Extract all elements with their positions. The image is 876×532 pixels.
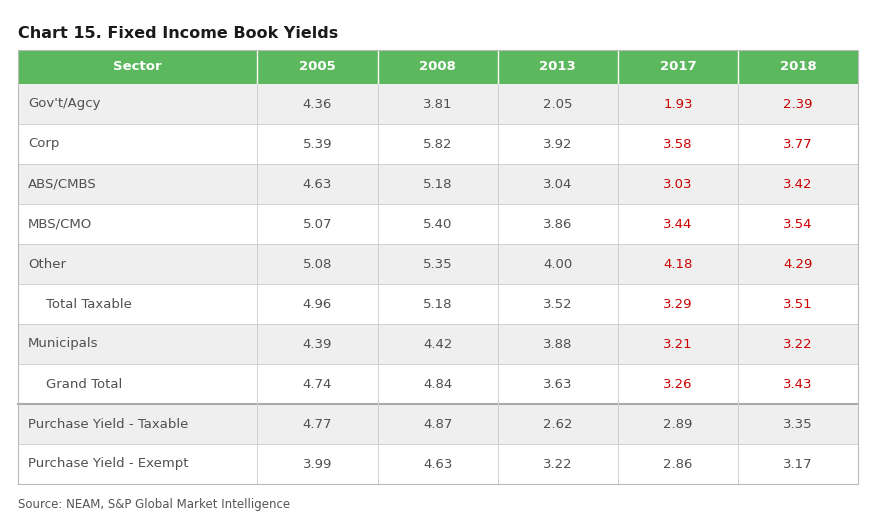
Text: Sector: Sector bbox=[113, 61, 162, 73]
Bar bbox=[18, 204, 858, 244]
Text: Other: Other bbox=[28, 257, 66, 270]
Text: 4.96: 4.96 bbox=[303, 297, 332, 311]
Text: 3.26: 3.26 bbox=[663, 378, 693, 390]
Text: 2017: 2017 bbox=[660, 61, 696, 73]
Text: 4.36: 4.36 bbox=[303, 97, 332, 111]
Text: 2008: 2008 bbox=[419, 61, 456, 73]
Text: 4.63: 4.63 bbox=[423, 458, 452, 470]
Text: 3.51: 3.51 bbox=[783, 297, 813, 311]
Text: 3.81: 3.81 bbox=[423, 97, 452, 111]
Bar bbox=[18, 50, 858, 84]
Text: 5.08: 5.08 bbox=[303, 257, 332, 270]
Text: 3.77: 3.77 bbox=[783, 137, 813, 151]
Bar bbox=[18, 244, 858, 284]
Text: MBS/CMO: MBS/CMO bbox=[28, 218, 92, 230]
Text: 3.21: 3.21 bbox=[663, 337, 693, 351]
Text: 3.92: 3.92 bbox=[543, 137, 572, 151]
Text: 5.40: 5.40 bbox=[423, 218, 452, 230]
Text: 4.42: 4.42 bbox=[423, 337, 452, 351]
Text: 2.05: 2.05 bbox=[543, 97, 572, 111]
Text: 3.35: 3.35 bbox=[783, 418, 813, 430]
Text: 2.39: 2.39 bbox=[783, 97, 813, 111]
Text: 2.89: 2.89 bbox=[663, 418, 693, 430]
Text: 3.54: 3.54 bbox=[783, 218, 813, 230]
Text: 3.58: 3.58 bbox=[663, 137, 693, 151]
Text: Gov't/Agcy: Gov't/Agcy bbox=[28, 97, 101, 111]
Bar bbox=[18, 50, 858, 484]
Text: Municipals: Municipals bbox=[28, 337, 98, 351]
Bar bbox=[18, 124, 858, 164]
Text: 3.63: 3.63 bbox=[543, 378, 572, 390]
Text: 3.22: 3.22 bbox=[543, 458, 573, 470]
Text: Purchase Yield - Exempt: Purchase Yield - Exempt bbox=[28, 458, 188, 470]
Text: 4.87: 4.87 bbox=[423, 418, 452, 430]
Bar bbox=[18, 164, 858, 204]
Text: 3.99: 3.99 bbox=[303, 458, 332, 470]
Text: 3.86: 3.86 bbox=[543, 218, 572, 230]
Text: 3.43: 3.43 bbox=[783, 378, 813, 390]
Text: ABS/CMBS: ABS/CMBS bbox=[28, 178, 96, 190]
Text: 5.18: 5.18 bbox=[423, 178, 452, 190]
Text: 5.39: 5.39 bbox=[303, 137, 332, 151]
Text: 3.04: 3.04 bbox=[543, 178, 572, 190]
Bar bbox=[18, 84, 858, 124]
Text: Total Taxable: Total Taxable bbox=[46, 297, 132, 311]
Text: Grand Total: Grand Total bbox=[46, 378, 123, 390]
Bar bbox=[18, 324, 858, 364]
Text: 3.52: 3.52 bbox=[543, 297, 573, 311]
Text: 4.18: 4.18 bbox=[663, 257, 693, 270]
Text: Chart 15. Fixed Income Book Yields: Chart 15. Fixed Income Book Yields bbox=[18, 26, 338, 41]
Text: 4.39: 4.39 bbox=[303, 337, 332, 351]
Text: Purchase Yield - Taxable: Purchase Yield - Taxable bbox=[28, 418, 188, 430]
Text: 2.86: 2.86 bbox=[663, 458, 693, 470]
Text: 3.42: 3.42 bbox=[783, 178, 813, 190]
Text: Corp: Corp bbox=[28, 137, 60, 151]
Bar bbox=[18, 404, 858, 444]
Text: 1.93: 1.93 bbox=[663, 97, 693, 111]
Bar bbox=[18, 284, 858, 324]
Text: 4.74: 4.74 bbox=[303, 378, 332, 390]
Text: 5.35: 5.35 bbox=[423, 257, 452, 270]
Text: Source: NEAM, S&P Global Market Intelligence: Source: NEAM, S&P Global Market Intellig… bbox=[18, 498, 290, 511]
Text: 4.00: 4.00 bbox=[543, 257, 572, 270]
Text: 5.07: 5.07 bbox=[303, 218, 332, 230]
Text: 2005: 2005 bbox=[299, 61, 336, 73]
Text: 4.84: 4.84 bbox=[423, 378, 452, 390]
Text: 3.17: 3.17 bbox=[783, 458, 813, 470]
Text: 2013: 2013 bbox=[540, 61, 576, 73]
Text: 3.03: 3.03 bbox=[663, 178, 693, 190]
Text: 3.44: 3.44 bbox=[663, 218, 693, 230]
Text: 2018: 2018 bbox=[780, 61, 816, 73]
Text: 5.18: 5.18 bbox=[423, 297, 452, 311]
Text: 3.29: 3.29 bbox=[663, 297, 693, 311]
Text: 4.77: 4.77 bbox=[303, 418, 332, 430]
Bar bbox=[18, 444, 858, 484]
Text: 3.22: 3.22 bbox=[783, 337, 813, 351]
Text: 5.82: 5.82 bbox=[423, 137, 452, 151]
Text: 4.29: 4.29 bbox=[783, 257, 813, 270]
Text: 3.88: 3.88 bbox=[543, 337, 572, 351]
Text: 2.62: 2.62 bbox=[543, 418, 572, 430]
Text: 4.63: 4.63 bbox=[303, 178, 332, 190]
Bar bbox=[18, 364, 858, 404]
